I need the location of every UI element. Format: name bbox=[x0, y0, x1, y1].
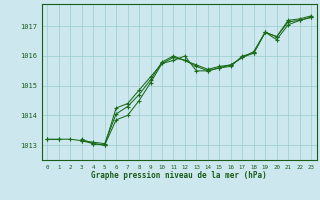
X-axis label: Graphe pression niveau de la mer (hPa): Graphe pression niveau de la mer (hPa) bbox=[91, 171, 267, 180]
